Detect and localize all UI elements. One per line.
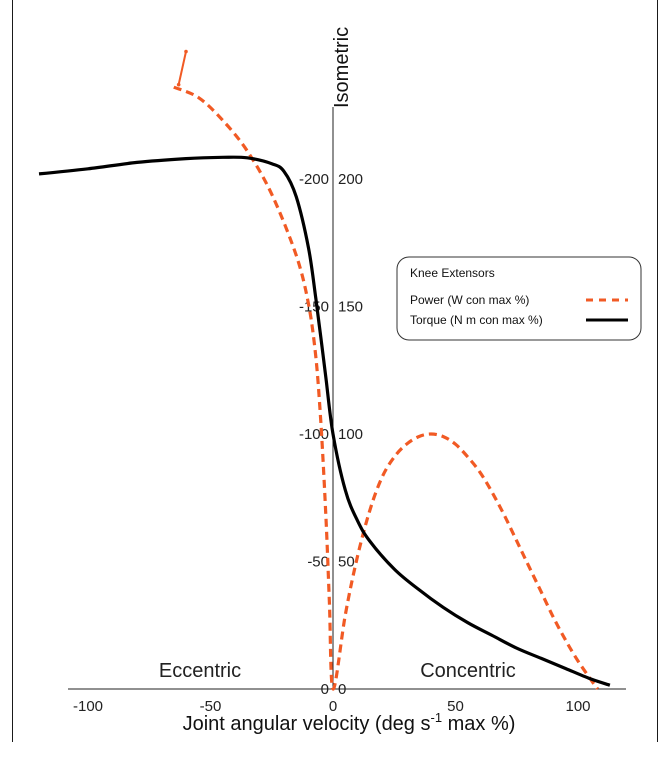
chart-frame xyxy=(12,0,658,742)
power-series-line xyxy=(173,85,599,691)
isometric-label: Isometric xyxy=(331,27,353,108)
x-tick-label: -50 xyxy=(200,698,222,715)
legend-box xyxy=(396,256,642,341)
x-tick-label: -100 xyxy=(73,698,103,715)
y-tick-labels: 0 0 -50 50 -100 100 -150 150 -200 200 xyxy=(299,171,363,698)
series-layer xyxy=(38,49,611,691)
y-tick-label-left: 0 xyxy=(321,681,329,698)
torque-series-line xyxy=(38,155,611,687)
y-tick-label-right: 50 xyxy=(338,554,355,571)
y-tick-label-left: -50 xyxy=(307,554,329,571)
power-error-bar-cap xyxy=(176,82,181,87)
y-tick-label-right: 150 xyxy=(338,299,363,316)
y-tick-label-left: -150 xyxy=(299,299,329,316)
legend-label-power: Power (W con max %) xyxy=(410,293,529,307)
power-error-bar xyxy=(177,51,187,85)
x-axis-title: Joint angular velocity (deg s-1 max %) xyxy=(183,710,516,735)
x-tick-labels: -100 -50 0 50 100 xyxy=(73,698,591,715)
legend-label-torque: Torque (N m con max %) xyxy=(410,313,543,327)
concentric-label: Concentric xyxy=(420,660,516,682)
y-tick-label-right: 0 xyxy=(338,681,346,698)
y-tick-label-left: -200 xyxy=(299,171,329,188)
eccentric-label: Eccentric xyxy=(159,660,241,682)
x-tick-label: 100 xyxy=(565,698,590,715)
y-tick-label-left: -100 xyxy=(299,426,329,443)
y-tick-label-right: 100 xyxy=(338,426,363,443)
legend-title: Knee Extensors xyxy=(410,266,495,280)
y-tick-label-right: 200 xyxy=(338,171,363,188)
legend: Knee Extensors Power (W con max %) Torqu… xyxy=(396,256,642,341)
x-tick-label: 0 xyxy=(329,698,337,715)
x-tick-label: 50 xyxy=(447,698,464,715)
power-error-bar-cap xyxy=(184,49,188,54)
